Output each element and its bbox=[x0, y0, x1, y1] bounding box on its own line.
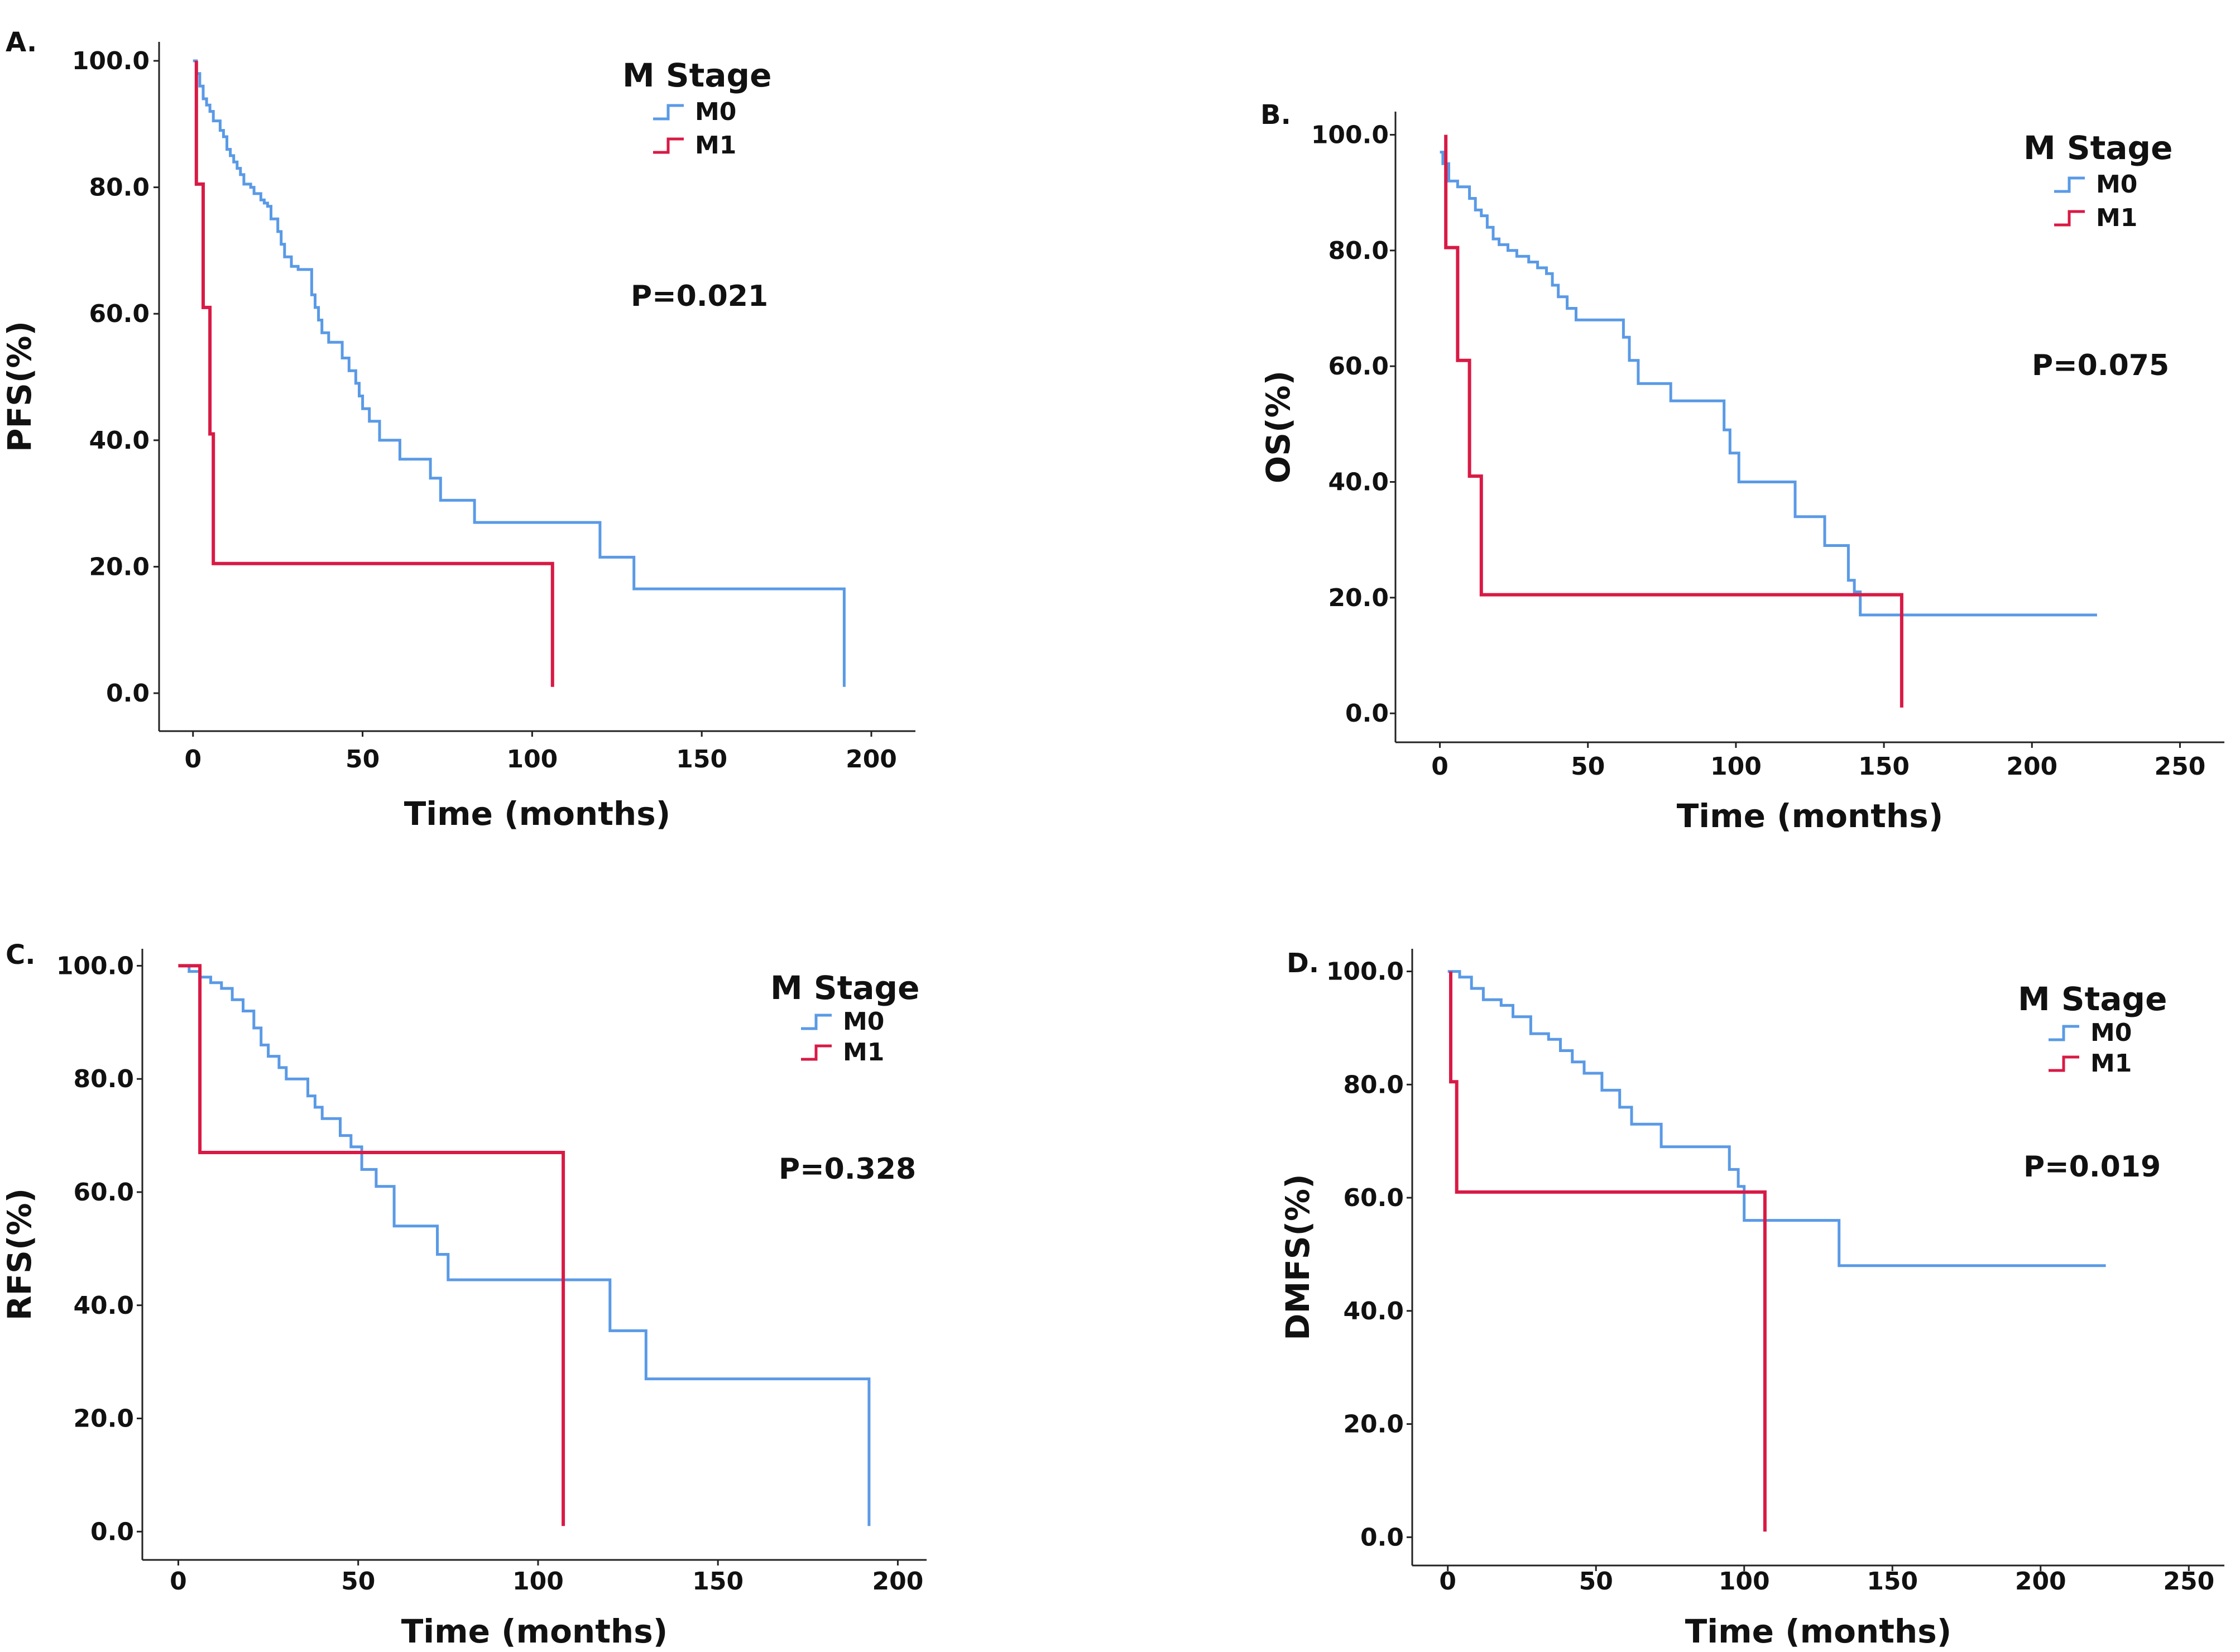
y-tick-label: 80.0 bbox=[89, 174, 150, 202]
x-tick-label: 200 bbox=[872, 1567, 924, 1596]
x-tick-label: 50 bbox=[1571, 752, 1605, 781]
y-tick-label: 80.0 bbox=[1328, 237, 1389, 265]
legend-symbol-m1 bbox=[653, 137, 684, 154]
legend-label-m1: M1 bbox=[695, 131, 736, 160]
legend-symbol-m1 bbox=[2049, 1055, 2079, 1072]
x-tick-label: 0 bbox=[170, 1567, 187, 1596]
legend-symbol-m0 bbox=[653, 104, 684, 121]
x-tick-label: 0 bbox=[1431, 752, 1448, 781]
y-tick-label: 60.0 bbox=[1343, 1184, 1404, 1212]
y-tick-label: 100.0 bbox=[1326, 958, 1404, 986]
x-tick-label: 150 bbox=[1858, 752, 1910, 781]
km-panel-1: B. 0 50 100 150 200 250 0.0 20.0 40.0 60.0 80.0 100.… bbox=[1259, 99, 2224, 835]
y-tick-label: 60.0 bbox=[1328, 352, 1389, 381]
legend-symbol-m1 bbox=[801, 1044, 832, 1061]
legend-label-m1: M1 bbox=[2090, 1049, 2132, 1078]
y-tick-label: 40.0 bbox=[1343, 1297, 1404, 1326]
legend-symbol-m1 bbox=[2054, 210, 2085, 227]
x-tick-label: 50 bbox=[341, 1567, 375, 1596]
p-value-annotation: P=0.021 bbox=[631, 280, 768, 313]
legend-title: M Stage bbox=[2018, 980, 2167, 1018]
panel-label: C. bbox=[6, 939, 35, 971]
x-tick-label: 200 bbox=[846, 745, 897, 774]
y-tick-label: 40.0 bbox=[1328, 468, 1389, 496]
legend-label-m1: M1 bbox=[843, 1038, 884, 1067]
km-panel-0: A. 0 50 100 150 200 0.0 20.0 40.0 60.0 80.0 100.0 Ti… bbox=[1, 27, 915, 833]
x-axis-title: Time (months) bbox=[404, 795, 671, 833]
panel-label: A. bbox=[6, 27, 37, 58]
x-axis-title: Time (months) bbox=[1685, 1612, 1952, 1650]
x-tick-label: 50 bbox=[346, 745, 380, 774]
series-m0-line bbox=[178, 964, 871, 1526]
panel-label: D. bbox=[1287, 948, 1319, 979]
y-tick-label: 20.0 bbox=[73, 1405, 134, 1433]
x-tick-label: 150 bbox=[676, 745, 727, 774]
y-axis-title: OS(%) bbox=[1259, 371, 1297, 483]
x-tick-label: 250 bbox=[2155, 752, 2206, 781]
series-m1-line bbox=[1449, 971, 1767, 1532]
y-tick-label: 20.0 bbox=[89, 553, 150, 581]
x-tick-label: 250 bbox=[2163, 1567, 2214, 1596]
legend-symbol-m0 bbox=[2054, 176, 2085, 193]
y-tick-label: 80.0 bbox=[73, 1065, 134, 1093]
legend-title: M Stage bbox=[2023, 129, 2172, 167]
y-tick-label: 40.0 bbox=[73, 1291, 134, 1320]
y-tick-label: 0.0 bbox=[1345, 699, 1389, 728]
y-tick-label: 20.0 bbox=[1343, 1410, 1404, 1439]
legend-label-m0: M0 bbox=[2096, 170, 2137, 199]
legend-label-m0: M0 bbox=[2090, 1019, 2132, 1047]
x-tick-label: 0 bbox=[1439, 1567, 1456, 1596]
legend-symbol-m0 bbox=[801, 1014, 832, 1030]
legend-symbol-m0 bbox=[2049, 1025, 2079, 1041]
series-m0-line bbox=[1447, 970, 2106, 1267]
x-tick-label: 200 bbox=[2015, 1567, 2066, 1596]
x-tick-label: 100 bbox=[1719, 1567, 1770, 1596]
x-axis-title: Time (months) bbox=[401, 1612, 668, 1650]
x-tick-label: 100 bbox=[506, 745, 558, 774]
y-tick-label: 100.0 bbox=[72, 47, 150, 75]
legend-label-m0: M0 bbox=[695, 98, 736, 126]
series-m1-line bbox=[194, 61, 554, 687]
y-axis-title: RFS(%) bbox=[1, 1188, 39, 1320]
x-tick-label: 100 bbox=[1710, 752, 1762, 781]
x-tick-label: 0 bbox=[184, 745, 202, 774]
x-tick-label: 100 bbox=[512, 1567, 564, 1596]
y-tick-label: 0.0 bbox=[90, 1517, 134, 1546]
p-value-annotation: P=0.075 bbox=[2032, 349, 2169, 382]
x-tick-label: 200 bbox=[2006, 752, 2057, 781]
panel-label: B. bbox=[1260, 99, 1291, 131]
x-tick-label: 150 bbox=[1867, 1567, 1918, 1596]
legend-label-m1: M1 bbox=[2096, 204, 2137, 232]
y-tick-label: 60.0 bbox=[89, 300, 150, 328]
km-panel-2: C. 0 50 100 150 200 0.0 20.0 40.0 60.0 80.0 100.0 Ti… bbox=[1, 939, 927, 1650]
p-value-annotation: P=0.328 bbox=[779, 1152, 916, 1186]
km-panel-3: D. 0 50 100 150 200 250 0.0 20.0 40.0 60.0 80.0 100.… bbox=[1279, 948, 2224, 1650]
series-m0-line bbox=[193, 59, 846, 687]
legend-title: M Stage bbox=[622, 56, 771, 94]
y-tick-label: 100.0 bbox=[56, 952, 134, 980]
y-tick-label: 0.0 bbox=[106, 679, 150, 708]
y-tick-label: 100.0 bbox=[1311, 121, 1389, 149]
y-tick-label: 0.0 bbox=[1360, 1523, 1404, 1552]
legend-title: M Stage bbox=[770, 969, 919, 1007]
y-tick-label: 80.0 bbox=[1343, 1070, 1404, 1099]
y-tick-label: 40.0 bbox=[89, 426, 150, 455]
y-tick-label: 60.0 bbox=[73, 1178, 134, 1207]
y-axis-title: DMFS(%) bbox=[1279, 1174, 1317, 1340]
x-tick-label: 50 bbox=[1579, 1567, 1613, 1596]
y-tick-label: 20.0 bbox=[1328, 584, 1389, 612]
y-axis-title: PFS(%) bbox=[1, 321, 39, 452]
x-axis-title: Time (months) bbox=[1677, 797, 1944, 835]
series-m1-line bbox=[178, 964, 565, 1526]
legend-label-m0: M0 bbox=[843, 1007, 884, 1036]
series-m0-line bbox=[1440, 151, 2097, 617]
series-m1-line bbox=[1444, 135, 1903, 708]
p-value-annotation: P=0.019 bbox=[2023, 1150, 2161, 1184]
x-tick-label: 150 bbox=[692, 1567, 744, 1596]
